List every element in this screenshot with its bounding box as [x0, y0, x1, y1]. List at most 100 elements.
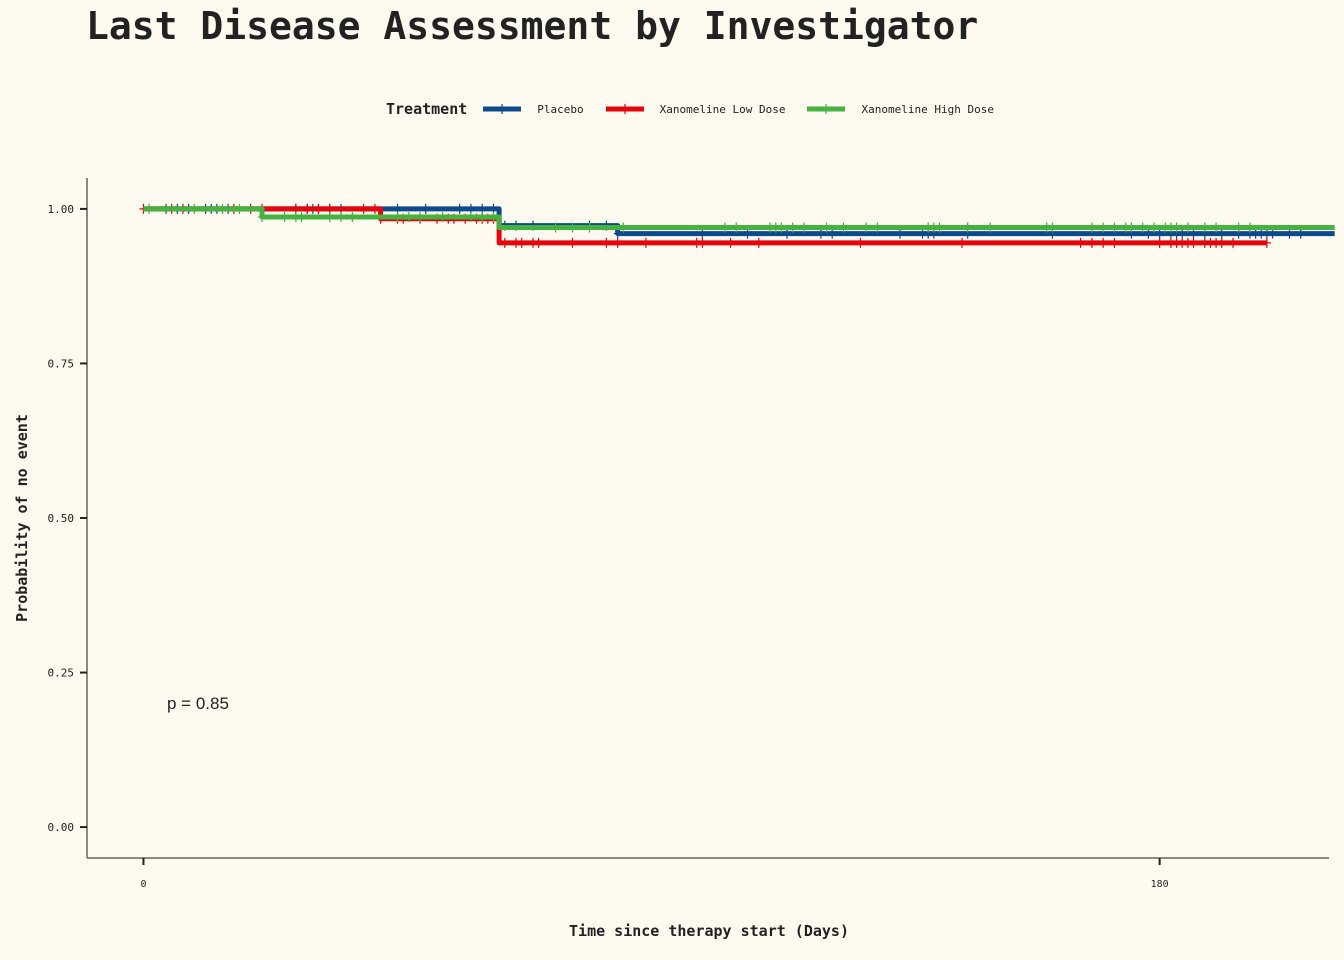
censor-mark	[1144, 228, 1153, 239]
censor-mark	[1048, 222, 1057, 233]
censor-mark	[534, 237, 543, 248]
censor-mark	[986, 222, 995, 233]
censor-mark	[799, 222, 808, 233]
censor-mark	[602, 237, 611, 248]
censor-mark	[337, 211, 346, 222]
legend-censor-mark	[620, 104, 629, 114]
censor-mark	[1076, 237, 1085, 248]
censor-mark	[500, 237, 509, 248]
censor-mark	[438, 211, 447, 222]
censor-mark	[1110, 237, 1119, 248]
legend-swatch-xanomeline-high-dose	[807, 104, 846, 114]
censor-mark	[1155, 228, 1164, 239]
censor-mark	[489, 211, 498, 222]
x-tick-label: 0	[140, 879, 146, 890]
censor-mark	[822, 222, 831, 233]
censor-mark	[303, 203, 312, 214]
censor-mark	[1172, 222, 1181, 233]
censor-mark	[325, 211, 334, 222]
y-tick-label: 1.00	[48, 203, 75, 216]
legend-label-placebo: Placebo	[537, 102, 584, 116]
axes: 0.00 0.25 0.50 0.75 1.00 0 180	[48, 178, 1329, 890]
y-axis-label: Probability of no event	[13, 414, 31, 622]
censor-mark	[958, 237, 967, 248]
censor-mark	[1189, 228, 1198, 239]
censor-mark	[895, 228, 904, 239]
censor-mark	[1200, 222, 1209, 233]
p-value-annotation: p = 0.85	[167, 694, 229, 713]
censor-mark	[856, 237, 865, 248]
censor-mark	[1138, 222, 1147, 233]
legend-item-placebo: Placebo	[483, 102, 584, 116]
censor-mark	[314, 203, 323, 214]
censor-mark	[235, 203, 244, 214]
censor-mark	[839, 222, 848, 233]
censor-mark	[568, 222, 577, 233]
censor-mark	[1127, 222, 1136, 233]
censor-mark	[568, 237, 577, 248]
censor-mark	[935, 222, 944, 233]
censor-mark	[1245, 222, 1254, 233]
x-tick-label: 180	[1151, 879, 1169, 890]
censor-mark	[393, 211, 402, 222]
legend-censor-mark	[822, 104, 831, 114]
censor-mark	[1099, 237, 1108, 248]
censor-mark	[1296, 228, 1305, 239]
censor-mark	[963, 222, 972, 233]
censor-mark	[404, 211, 413, 222]
legend-swatch-xanomeline-low-dose	[605, 104, 644, 114]
censor-mark	[1149, 222, 1158, 233]
censor-mark	[783, 228, 792, 239]
censor-mark	[641, 237, 650, 248]
censor-mark	[218, 203, 227, 214]
censor-mark	[1178, 228, 1187, 239]
censor-mark	[1155, 237, 1164, 248]
censor-mark	[297, 211, 306, 222]
legend: Treatment Placebo Xanomeline Low Dose Xa…	[386, 100, 994, 118]
censor-mark	[190, 203, 199, 214]
censor-mark	[816, 228, 825, 239]
censor-mark	[1217, 237, 1226, 248]
censor-mark	[698, 237, 707, 248]
censor-mark	[466, 211, 475, 222]
y-tick-label: 0.00	[48, 821, 75, 834]
censor-mark	[455, 203, 464, 214]
censor-mark	[1229, 237, 1238, 248]
censor-mark	[754, 237, 763, 248]
censor-mark	[478, 211, 487, 222]
legend-label-xanomeline-low-dose: Xanomeline Low Dose	[659, 102, 786, 116]
censor-mark	[732, 222, 741, 233]
censor-mark	[1217, 228, 1226, 239]
legend-censor-mark	[498, 104, 507, 114]
censor-mark	[1099, 222, 1108, 233]
chart-title: Last Disease Assessment by Investigator	[86, 4, 979, 48]
censor-mark	[777, 222, 786, 233]
censor-mark	[348, 211, 357, 222]
censor-mark	[1268, 228, 1277, 239]
y-tick-label: 0.50	[48, 512, 75, 525]
censor-mark	[726, 237, 735, 248]
series-xanomeline-high-dose	[143, 203, 1335, 233]
legend-item-xanomeline-low-dose: Xanomeline Low Dose	[605, 102, 786, 116]
censor-mark	[1087, 237, 1096, 248]
censor-mark	[421, 203, 430, 214]
censor-mark	[359, 203, 368, 214]
censor-mark	[862, 222, 871, 233]
censor-mark	[1110, 222, 1119, 233]
censor-mark	[873, 222, 882, 233]
censor-mark	[258, 211, 267, 222]
legend-swatch-placebo	[483, 104, 522, 114]
censor-mark	[1212, 222, 1221, 233]
y-tick-label: 0.75	[48, 357, 75, 370]
censor-mark	[517, 237, 526, 248]
censor-mark	[743, 228, 752, 239]
censor-mark	[1234, 222, 1243, 233]
censor-mark	[551, 222, 560, 233]
series-layer	[139, 203, 1335, 248]
censor-mark	[720, 222, 729, 233]
y-tick-label: 0.25	[48, 667, 75, 680]
km-curve-xanomeline-high-dose	[143, 206, 1335, 230]
legend-item-xanomeline-high-dose: Xanomeline High Dose	[807, 103, 994, 116]
censor-mark	[280, 211, 289, 222]
